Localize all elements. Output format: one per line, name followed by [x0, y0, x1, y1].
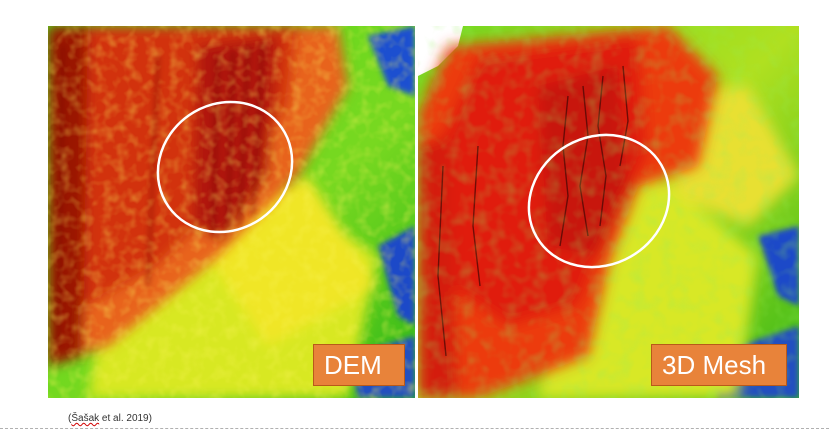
- dashed-divider: [0, 428, 829, 429]
- mesh-heatmap-image: [418, 26, 799, 398]
- mesh-label: 3D Mesh: [651, 344, 787, 386]
- highlight-ellipse: [156, 100, 294, 234]
- citation-author: Šašak: [71, 413, 100, 424]
- dem-heatmap-image: [48, 26, 415, 398]
- citation: (Šašak et al. 2019): [68, 413, 152, 424]
- mesh-panel: 3D Mesh: [418, 26, 799, 398]
- highlight-ellipse: [527, 133, 671, 269]
- citation-rest: et al. 2019): [99, 413, 152, 424]
- dem-label: DEM: [313, 344, 405, 386]
- dem-panel: DEM: [48, 26, 415, 398]
- citation-open: (: [68, 413, 72, 424]
